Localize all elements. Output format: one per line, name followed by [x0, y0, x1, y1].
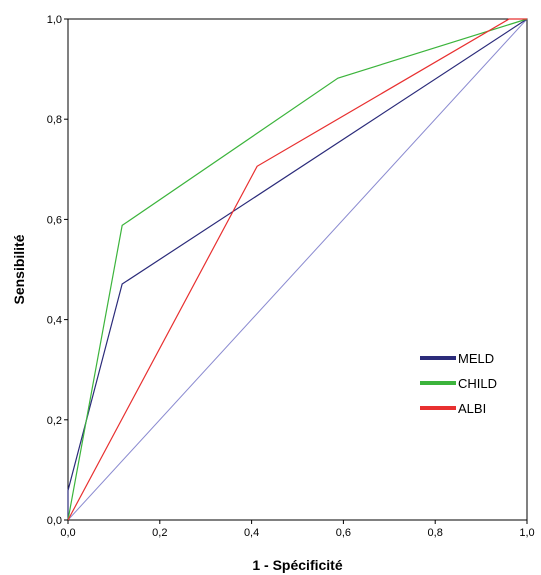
y-tick-label: 0,0	[47, 515, 62, 527]
x-tick-label: 0,4	[244, 527, 259, 539]
x-axis-title: 1 - Spécificité	[252, 557, 342, 573]
x-tick-label: 0,8	[428, 527, 443, 539]
series-line-child	[67, 18, 528, 521]
x-tick-label: 0,2	[152, 527, 167, 539]
x-axis: 0,0 0,2 0,4 0,6 0,8 1,0	[60, 520, 535, 539]
x-tick-label: 0,6	[336, 527, 351, 539]
legend-label-meld: MELD	[458, 351, 494, 366]
legend: MELD CHILD ALBI	[420, 351, 497, 416]
y-tick-label: 0,4	[47, 315, 62, 327]
y-tick-label: 1,0	[47, 14, 62, 26]
series-layer	[67, 18, 528, 521]
legend-label-child: CHILD	[458, 376, 497, 391]
reference-diagonal-line	[67, 18, 528, 521]
y-tick-label: 0,6	[47, 214, 62, 226]
x-tick-label: 1,0	[519, 527, 534, 539]
y-tick-label: 0,8	[47, 114, 62, 126]
reference-line-layer	[67, 18, 528, 521]
y-axis-title: Sensibilité	[11, 234, 27, 304]
series-line-albi	[67, 18, 527, 521]
y-axis: 0,0 0,2 0,4 0,6 0,8 1,0	[47, 14, 68, 527]
x-tick-label: 0,0	[60, 527, 75, 539]
series-line-meld	[67, 18, 528, 520]
y-tick-label: 0,2	[47, 415, 62, 427]
legend-label-albi: ALBI	[458, 401, 486, 416]
